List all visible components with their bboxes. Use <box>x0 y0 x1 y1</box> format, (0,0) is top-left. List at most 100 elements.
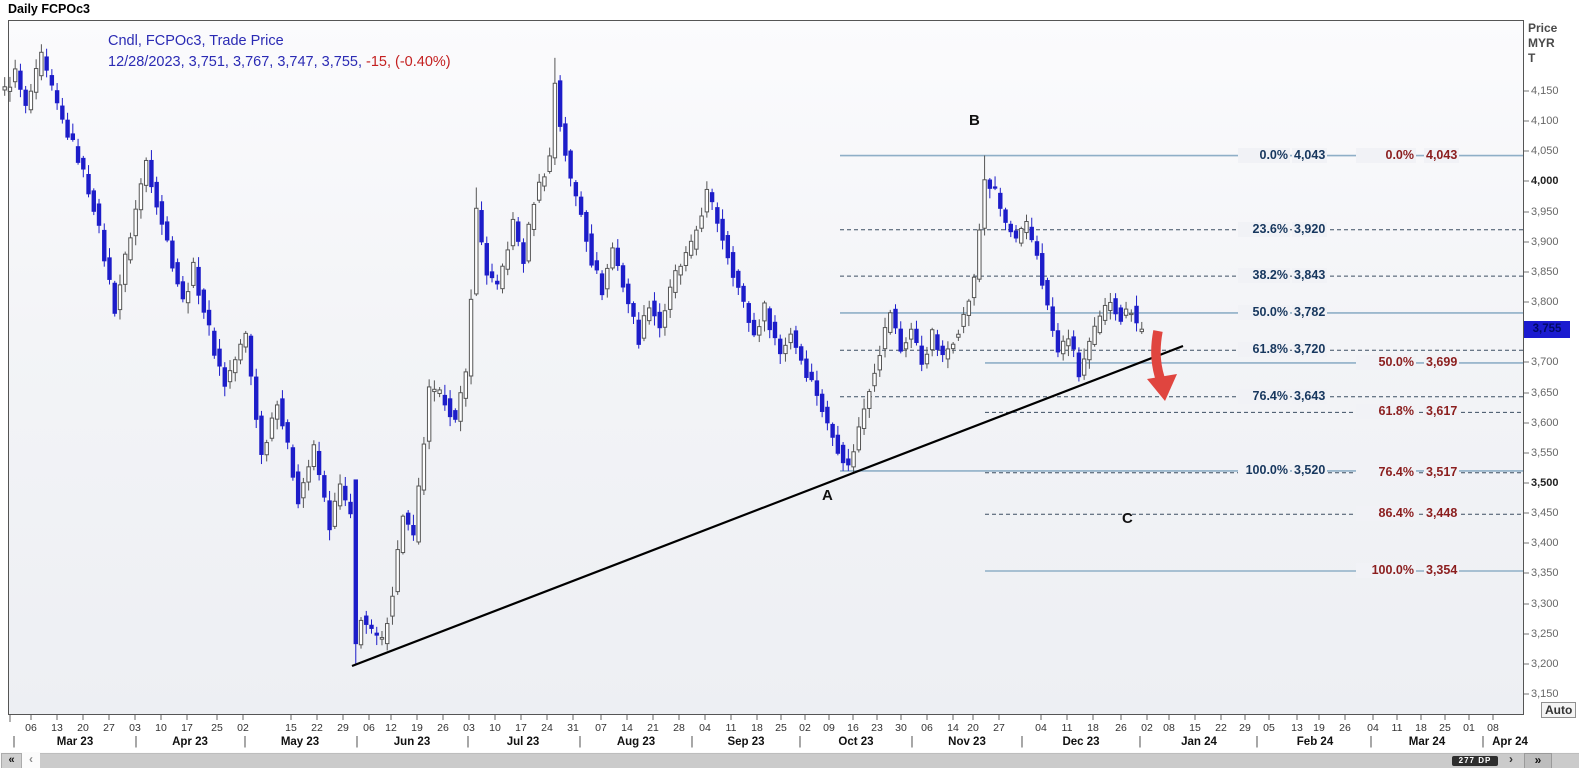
candle <box>364 615 369 625</box>
fib-value-label-primary-3,920[interactable]: 3,920 <box>1292 221 1328 237</box>
fib-pct-label-secondary-0.0%[interactable]: 0.0% <box>1356 147 1416 163</box>
candle <box>594 260 600 271</box>
wave-label-B[interactable]: B <box>969 112 980 129</box>
date-axis-day-label: 10 <box>489 722 501 734</box>
candle <box>285 422 290 443</box>
fib-pct-label-primary-50.0%[interactable]: 50.0% <box>1238 304 1290 320</box>
fib-value-label-secondary-4,043[interactable]: 4,043 <box>1424 147 1460 163</box>
last-price-badge: 3,755 <box>1524 321 1570 338</box>
date-axis-day-label: 12 <box>385 722 397 734</box>
fib-pct-label-primary-0.0%[interactable]: 0.0% <box>1238 147 1290 163</box>
fib-pct-label-secondary-76.4%[interactable]: 76.4% <box>1356 464 1416 480</box>
month-divider: | <box>466 736 470 748</box>
scroll-left-button[interactable]: ‹ <box>29 752 33 766</box>
fib-pct-label-secondary-61.8%[interactable]: 61.8% <box>1356 404 1416 420</box>
fib-pct-label-primary-23.6%[interactable]: 23.6% <box>1238 221 1290 237</box>
candle <box>914 328 919 344</box>
date-axis-day-label: 22 <box>311 722 323 734</box>
date-axis-day-label: 31 <box>567 722 579 734</box>
fib-value-label-secondary-3,517[interactable]: 3,517 <box>1424 464 1460 480</box>
fib-value-label-secondary-3,448[interactable]: 3,448 <box>1424 506 1460 522</box>
candle <box>631 303 636 317</box>
scroll-far-left-button[interactable]: « <box>1 753 22 768</box>
date-axis-day-label: 15 <box>1189 722 1201 734</box>
fib-value-label-primary-3,843[interactable]: 3,843 <box>1292 268 1328 284</box>
fib-value-label-primary-3,643[interactable]: 3,643 <box>1292 388 1328 404</box>
candle <box>730 252 736 278</box>
fib-value-label-secondary-3,699[interactable]: 3,699 <box>1424 354 1460 370</box>
candle <box>725 235 731 259</box>
fib-pct-label-primary-100.0%[interactable]: 100.0% <box>1238 462 1290 478</box>
candle <box>542 176 547 187</box>
date-axis-day-label: 06 <box>25 722 37 734</box>
scrollbar-track[interactable] <box>40 753 1579 768</box>
plot-frame <box>8 20 1524 715</box>
candle <box>762 302 767 322</box>
fib-value-label-primary-3,720[interactable]: 3,720 <box>1292 342 1328 358</box>
fib-pct-label-primary-76.4%[interactable]: 76.4% <box>1238 388 1290 404</box>
date-axis-month-label: Sep 23 <box>727 736 765 748</box>
date-axis-day-label: 29 <box>337 722 349 734</box>
candle <box>987 179 993 189</box>
price-axis-header-line: MYR <box>1528 36 1555 50</box>
month-divider: | <box>798 736 802 748</box>
candle <box>212 330 217 356</box>
fib-value-label-primary-4,043[interactable]: 4,043 <box>1292 147 1328 163</box>
candle <box>385 623 390 645</box>
candle <box>861 408 867 429</box>
fib-value-label-secondary-3,354[interactable]: 3,354 <box>1424 562 1460 578</box>
price-axis-label: 3,650 <box>1531 387 1559 399</box>
candle <box>516 221 521 242</box>
candle <box>180 281 186 300</box>
wave-label-A[interactable]: A <box>822 487 833 504</box>
fib-pct-label-secondary-50.0%[interactable]: 50.0% <box>1356 354 1416 370</box>
candle <box>772 321 778 339</box>
candle <box>741 285 746 302</box>
date-axis-day-label: 19 <box>1313 722 1325 734</box>
candle <box>39 51 44 77</box>
candle <box>757 326 762 336</box>
trendline[interactable] <box>351 344 1184 668</box>
candle <box>2 86 7 91</box>
candle <box>437 389 442 394</box>
date-axis-day-label: 02 <box>237 722 249 734</box>
candle <box>332 500 338 527</box>
candles-layer <box>2 44 1144 664</box>
candle <box>322 475 327 498</box>
fib-pct-label-secondary-86.4%[interactable]: 86.4% <box>1356 506 1416 522</box>
candle <box>641 315 647 339</box>
fib-value-label-secondary-3,617[interactable]: 3,617 <box>1424 404 1460 420</box>
date-axis-day-label: 26 <box>437 722 449 734</box>
scroll-far-right-button[interactable]: » <box>1524 753 1552 768</box>
candle <box>819 393 825 412</box>
date-axis-day-label: 01 <box>1463 722 1475 734</box>
auto-scale-button[interactable]: Auto <box>1541 702 1577 718</box>
candle <box>1108 301 1113 312</box>
wave-label-C[interactable]: C <box>1122 510 1133 527</box>
candle <box>259 415 264 455</box>
candle <box>233 359 238 374</box>
candle <box>767 308 772 331</box>
down-arrow-shaft[interactable] <box>1151 330 1167 386</box>
candle <box>788 333 793 344</box>
date-axis-month-label: Jan 24 <box>1181 736 1217 748</box>
candle <box>65 119 70 138</box>
candle <box>667 286 673 310</box>
candle <box>49 75 55 86</box>
fib-value-label-primary-3,520[interactable]: 3,520 <box>1292 462 1328 478</box>
scroll-right-button[interactable]: › <box>1509 752 1513 766</box>
fib-pct-label-secondary-100.0%[interactable]: 100.0% <box>1356 562 1416 578</box>
candle <box>453 410 458 420</box>
fib-value-label-primary-3,782[interactable]: 3,782 <box>1292 304 1328 320</box>
price-axis-label: 3,450 <box>1531 507 1559 519</box>
fib-pct-label-primary-61.8%[interactable]: 61.8% <box>1238 342 1290 358</box>
date-axis-day-label: 18 <box>751 722 763 734</box>
date-axis-day-label: 26 <box>1339 722 1351 734</box>
down-arrow-head[interactable] <box>1147 374 1177 401</box>
date-axis-month-label: Apr 24 <box>1492 736 1528 748</box>
fib-pct-label-primary-38.2%[interactable]: 38.2% <box>1238 268 1290 284</box>
date-axis-day-label: 11 <box>1391 722 1403 734</box>
candle <box>982 179 987 229</box>
